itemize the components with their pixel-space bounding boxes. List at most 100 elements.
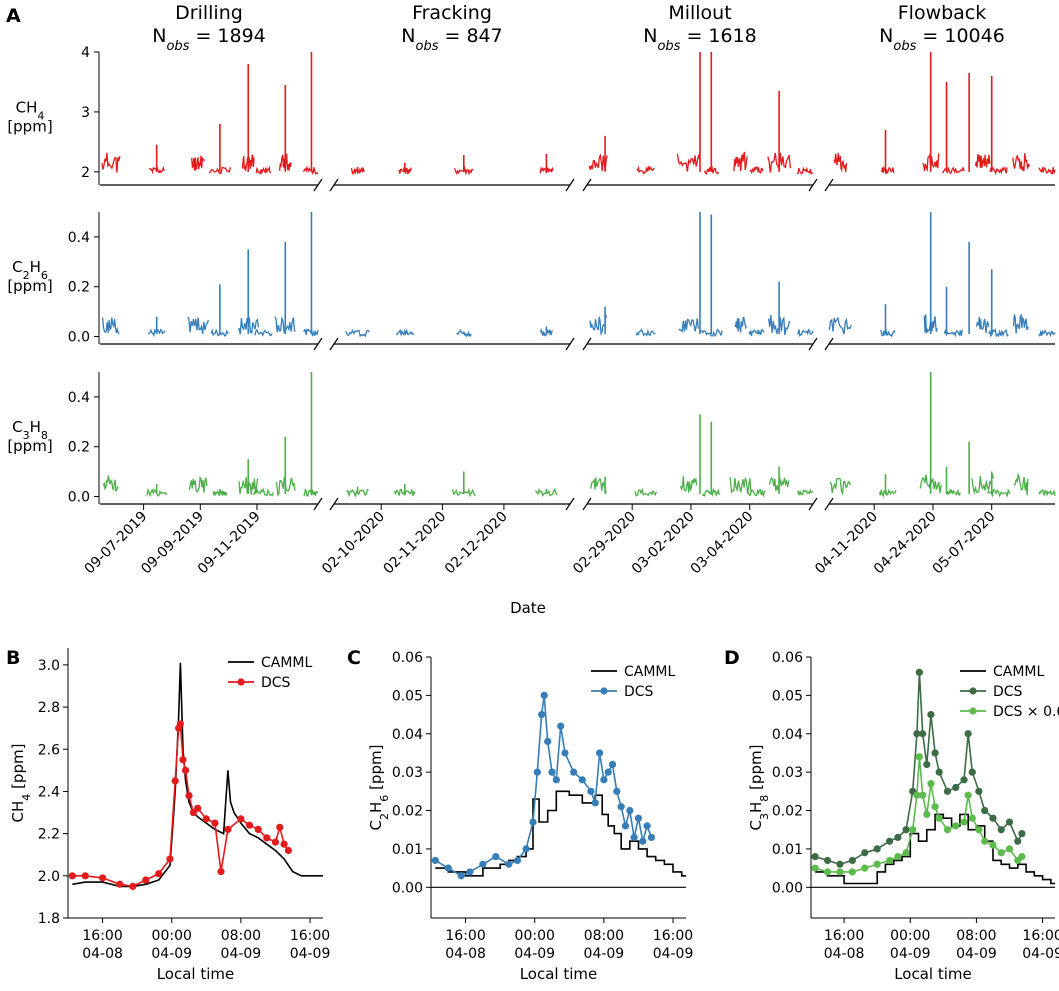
row-2-segment-3-noise xyxy=(1013,472,1029,496)
panelB-series-1-point xyxy=(179,756,187,764)
phase-title-fracking: Fracking xyxy=(412,2,492,24)
row-1-segment-0-noise xyxy=(101,317,120,335)
panelD-series-1-point xyxy=(1014,837,1022,845)
panelC-series-1-point xyxy=(570,768,578,776)
panelD-series-1-point xyxy=(861,849,869,857)
panelB-series-1-line xyxy=(72,723,290,888)
panelB-legend-label-0: CAMML xyxy=(261,655,313,671)
panelC-ytick-label: 0.02 xyxy=(392,804,423,820)
panelC-ytick-label: 0.00 xyxy=(392,880,423,896)
panelD-legend-label-0: CAMML xyxy=(993,664,1045,680)
panelB-series-1-point xyxy=(237,815,245,823)
axis-break-mark xyxy=(808,178,818,192)
panelD-series-2-point xyxy=(836,868,844,876)
panelD-series-0-line xyxy=(815,813,1055,885)
panelD-series-1-point xyxy=(848,856,856,865)
panelC-series-1-point xyxy=(557,722,565,730)
panelD-series-2-point xyxy=(913,791,921,799)
panelB-ytick-label: 2.6 xyxy=(38,742,60,758)
panelC-series-1-line xyxy=(434,695,653,877)
panelD-legend-marker-2 xyxy=(969,707,977,715)
panelC-series-1-point xyxy=(533,768,541,776)
row-1-ytick-label: 0.0 xyxy=(68,330,90,346)
panelC-legend-label-0: CAMML xyxy=(624,664,676,680)
panelB-series-1-point xyxy=(166,855,174,863)
panelD-series-1-point xyxy=(931,749,939,757)
panelB-series-1-point xyxy=(116,880,124,888)
panelD-series-2-point xyxy=(935,814,943,822)
panelB-series-1-point xyxy=(194,804,202,812)
axis-break-mark xyxy=(808,497,818,511)
panelD-series-2-point xyxy=(989,841,997,849)
row-2-segment-2-noise xyxy=(796,488,814,496)
panelD-series-2-point xyxy=(902,849,910,857)
panelC-xlabel: Local time xyxy=(520,965,598,983)
row-2-segment-2-noise xyxy=(634,487,658,497)
row-2-unit-label: [ppm] xyxy=(7,437,52,455)
row-1-segment-3-noise xyxy=(880,328,896,338)
panelB-ytick-label: 2.0 xyxy=(38,869,60,885)
panelD-series-2-point xyxy=(894,852,902,861)
row-0-segment-3-noise xyxy=(1012,153,1031,172)
row-1-segment-3-noise xyxy=(1038,329,1056,338)
panelD-ytick-label: 0.01 xyxy=(772,842,803,858)
row-1-segment-2-noise xyxy=(797,328,814,338)
row-0-ytick-label: 2 xyxy=(81,165,90,181)
row-2-ytick-label: 0.2 xyxy=(68,440,90,456)
row-1-segment-3-noise xyxy=(988,327,1009,338)
panelC-series-1-point xyxy=(522,845,530,853)
row-1-segment-2-noise xyxy=(678,318,700,333)
panelD-series-1-point xyxy=(989,814,997,822)
panelB-xtick-label: 04-08 xyxy=(82,946,123,962)
row-0-segment-2-noise xyxy=(676,153,701,172)
panelC-series-1-point xyxy=(479,860,487,868)
panelD-series-1-point xyxy=(923,760,931,769)
panelC-series-1-point xyxy=(444,864,452,872)
row-1-segment-3-noise xyxy=(1012,313,1030,334)
panelC-series-1-point xyxy=(600,776,608,784)
phase-title-millout: Millout xyxy=(668,2,731,24)
row-0-segment-3-noise xyxy=(881,165,895,175)
panelD-series-2-point xyxy=(823,868,832,876)
row-1-segment-2-noise xyxy=(700,328,723,338)
axis-break-mark xyxy=(313,497,323,511)
panel-c: 0.00 0.01 0.02 0.03 0.04 0.05 0.06 16:00 04-08 00… xyxy=(367,650,693,983)
row-2-species-label: C3H8 xyxy=(12,418,48,442)
panelC-series-1-point xyxy=(604,768,612,776)
panelD-series-2-point xyxy=(873,860,881,868)
n-obs-label-flowback: Nobs = 10046 xyxy=(879,25,1005,54)
panelD-series-2-point xyxy=(848,868,856,876)
panelD-series-2-point xyxy=(968,814,976,822)
panelD-series-1-point xyxy=(915,668,923,676)
panelD-series-1-point xyxy=(885,837,894,845)
panelD-ytick-label: 0.02 xyxy=(772,804,803,820)
panelC-series-1-point xyxy=(617,803,625,811)
panel-d-label: D xyxy=(724,647,740,669)
row-1-segment-1-noise xyxy=(395,328,414,338)
panelD-series-2-point xyxy=(960,818,968,826)
row-2-segment-2-noise xyxy=(747,488,766,498)
phase-title-flowback: Flowback xyxy=(898,2,987,24)
row-2-segment-0-noise xyxy=(188,475,208,494)
panelC-series-1-point xyxy=(538,710,546,719)
panelC-series-1-point xyxy=(634,814,643,822)
n-obs-label-fracking: Nobs = 847 xyxy=(401,25,502,54)
panelB-xtick-label: 04-09 xyxy=(221,946,262,962)
panelD-series-2-point xyxy=(915,753,923,761)
panelD-series-2-point xyxy=(909,826,917,834)
panelD-series-1-point xyxy=(943,787,952,795)
date-tick-label: 03-04-2020 xyxy=(688,509,757,578)
row-2-ytick-label: 0.4 xyxy=(68,390,90,406)
panelB-xtick-label: 16:00 xyxy=(290,928,330,944)
row-1-ytick-label: 0.4 xyxy=(68,230,90,246)
date-tick-label: 02-12-2020 xyxy=(442,509,511,578)
panelD-xtick-label: 00:00 xyxy=(890,928,930,944)
row-0-segment-0-noise xyxy=(191,155,206,172)
panelD-series-2-point xyxy=(931,803,939,811)
panelB-series-1-point xyxy=(211,819,219,827)
panelC-ytick-label: 0.04 xyxy=(392,727,423,743)
panelD-series-2-point xyxy=(923,810,931,818)
panelB-xtick-label: 08:00 xyxy=(221,928,261,944)
panelD-series-2-point xyxy=(919,791,927,799)
panelD-series-2-point xyxy=(1018,852,1026,861)
